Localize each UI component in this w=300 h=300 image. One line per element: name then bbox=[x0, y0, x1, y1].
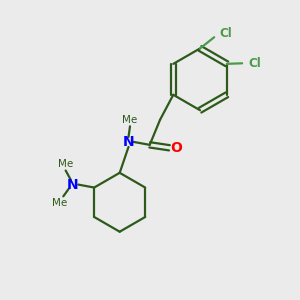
Text: Me: Me bbox=[58, 159, 73, 169]
Text: Cl: Cl bbox=[219, 27, 232, 40]
Text: O: O bbox=[170, 141, 182, 155]
Text: Me: Me bbox=[52, 198, 68, 208]
Text: N: N bbox=[123, 135, 134, 149]
Text: Cl: Cl bbox=[248, 57, 261, 70]
Text: Me: Me bbox=[122, 115, 138, 125]
Text: N: N bbox=[67, 178, 79, 192]
